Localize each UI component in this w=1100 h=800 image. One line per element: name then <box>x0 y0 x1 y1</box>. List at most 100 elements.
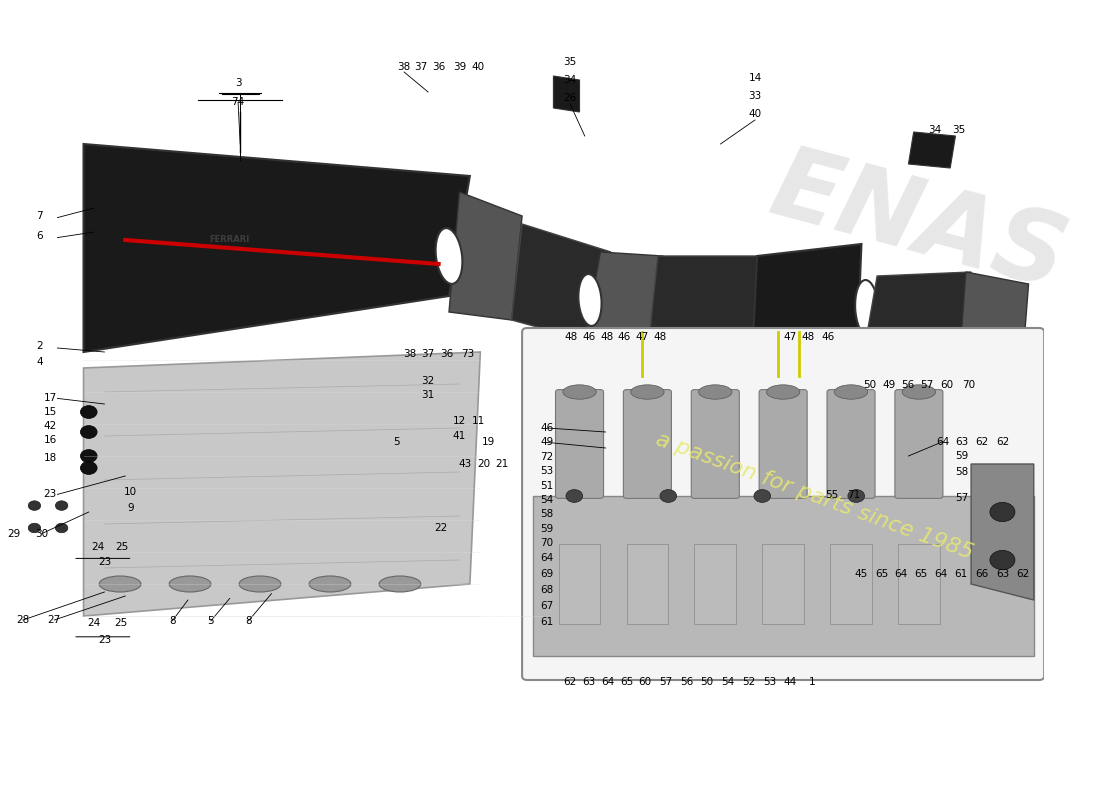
Text: 37: 37 <box>415 62 428 72</box>
Text: a passion for parts since 1985: a passion for parts since 1985 <box>653 429 976 563</box>
Text: 48: 48 <box>601 332 614 342</box>
Text: 65: 65 <box>914 569 927 578</box>
Text: 49: 49 <box>540 438 553 447</box>
Text: ENAS: ENAS <box>761 138 1077 310</box>
Text: 58: 58 <box>540 510 553 519</box>
Text: 6: 6 <box>36 231 43 241</box>
Text: 52: 52 <box>742 677 756 686</box>
Text: 70: 70 <box>540 538 553 548</box>
Text: 53: 53 <box>540 466 553 476</box>
Polygon shape <box>84 352 481 616</box>
Text: 36: 36 <box>432 62 446 72</box>
Text: 9: 9 <box>128 503 134 513</box>
Circle shape <box>29 523 41 533</box>
Text: 5: 5 <box>208 616 214 626</box>
Text: 73: 73 <box>461 349 474 358</box>
Text: 64: 64 <box>936 437 949 446</box>
Text: 23: 23 <box>44 490 57 499</box>
Ellipse shape <box>99 576 141 592</box>
Text: 63: 63 <box>996 569 1009 578</box>
Text: 66: 66 <box>975 569 988 578</box>
Circle shape <box>848 490 865 502</box>
Circle shape <box>990 502 1015 522</box>
Text: 47: 47 <box>636 332 649 342</box>
FancyBboxPatch shape <box>895 390 943 498</box>
Text: 14: 14 <box>748 74 761 83</box>
Text: 56: 56 <box>901 380 914 390</box>
Text: 11: 11 <box>472 416 485 426</box>
Text: 34: 34 <box>563 75 576 85</box>
Text: 45: 45 <box>855 569 868 578</box>
Polygon shape <box>627 544 669 624</box>
Text: 53: 53 <box>763 677 777 686</box>
Text: 55: 55 <box>826 490 839 500</box>
Text: 23: 23 <box>98 557 111 566</box>
Text: 61: 61 <box>540 617 553 626</box>
Polygon shape <box>762 544 804 624</box>
Polygon shape <box>694 544 736 624</box>
Text: 50: 50 <box>701 677 714 686</box>
Polygon shape <box>648 256 772 364</box>
Circle shape <box>80 406 97 418</box>
Text: 24: 24 <box>87 618 100 628</box>
Text: 25: 25 <box>114 618 128 628</box>
Polygon shape <box>512 224 610 340</box>
Polygon shape <box>751 244 861 372</box>
Text: 51: 51 <box>540 481 553 490</box>
Text: 54: 54 <box>722 677 735 686</box>
Text: 69: 69 <box>540 569 553 578</box>
Ellipse shape <box>579 274 602 326</box>
Text: 28: 28 <box>16 615 30 625</box>
Text: 19: 19 <box>482 437 495 446</box>
Text: 58: 58 <box>955 467 968 477</box>
Text: 59: 59 <box>955 451 968 461</box>
Text: 29: 29 <box>7 529 20 538</box>
Text: 54: 54 <box>540 495 553 505</box>
Text: 64: 64 <box>540 553 553 562</box>
Circle shape <box>29 501 41 510</box>
Circle shape <box>80 462 97 474</box>
Ellipse shape <box>436 228 462 284</box>
Text: 70: 70 <box>962 380 976 390</box>
Ellipse shape <box>855 280 878 336</box>
Text: 25: 25 <box>116 542 129 552</box>
Text: 2: 2 <box>36 342 43 351</box>
Text: 57: 57 <box>921 380 934 390</box>
Text: 57: 57 <box>955 493 968 502</box>
Text: 33: 33 <box>748 91 761 101</box>
Text: 26: 26 <box>563 93 576 102</box>
Text: 63: 63 <box>582 677 595 686</box>
Text: 30: 30 <box>35 529 48 538</box>
Text: 36: 36 <box>440 349 453 358</box>
Ellipse shape <box>169 576 211 592</box>
Text: 27: 27 <box>47 615 60 625</box>
Text: 4: 4 <box>36 358 43 367</box>
Text: 10: 10 <box>124 487 138 497</box>
FancyBboxPatch shape <box>522 328 1044 680</box>
Text: 39: 39 <box>453 62 466 72</box>
Text: 22: 22 <box>434 523 448 533</box>
Text: 71: 71 <box>847 490 861 500</box>
Text: 1: 1 <box>810 677 816 686</box>
Text: 12: 12 <box>453 416 466 426</box>
Text: 65: 65 <box>876 569 889 578</box>
Circle shape <box>990 550 1015 570</box>
Text: 18: 18 <box>44 453 57 462</box>
Text: 72: 72 <box>540 452 553 462</box>
Text: 57: 57 <box>660 677 673 686</box>
Text: 32: 32 <box>421 376 434 386</box>
Text: 42: 42 <box>44 421 57 430</box>
Text: 46: 46 <box>540 423 553 433</box>
FancyBboxPatch shape <box>759 390 807 498</box>
Circle shape <box>566 490 583 502</box>
Text: 20: 20 <box>477 459 490 469</box>
Text: 62: 62 <box>975 437 988 446</box>
Circle shape <box>660 490 676 502</box>
Text: 46: 46 <box>822 332 835 342</box>
Text: 49: 49 <box>882 380 895 390</box>
FancyBboxPatch shape <box>624 390 671 498</box>
Text: 8: 8 <box>169 616 176 626</box>
Polygon shape <box>84 144 470 352</box>
Polygon shape <box>960 272 1028 352</box>
Circle shape <box>55 523 68 533</box>
